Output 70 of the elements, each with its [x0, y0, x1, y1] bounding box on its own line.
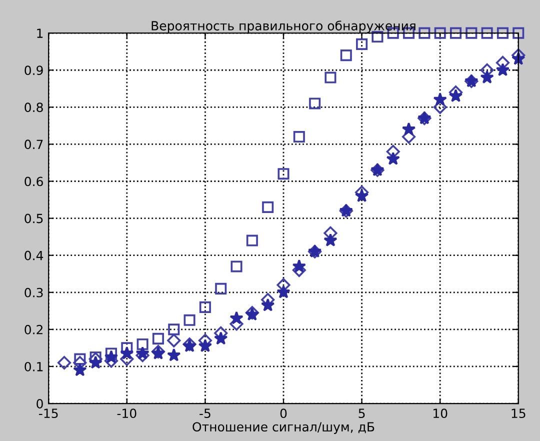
- point: [386, 144, 400, 158]
- point: [215, 282, 227, 294]
- point: [278, 168, 290, 180]
- point: [450, 27, 462, 39]
- y-tick-label: 0.4: [24, 250, 44, 260]
- y-tick-label: 0.5: [24, 214, 43, 224]
- point: [324, 226, 338, 240]
- point: [324, 233, 338, 246]
- point: [214, 332, 228, 345]
- point: [136, 346, 150, 360]
- chart-title: Вероятность правильного обнаружения: [152, 20, 416, 33]
- point: [73, 363, 87, 376]
- x-tick-label: 15: [512, 408, 526, 418]
- point: [260, 298, 275, 312]
- point: [356, 38, 368, 50]
- y-tick-label: 0.2: [24, 324, 42, 334]
- point: [246, 234, 258, 246]
- point: [230, 260, 242, 272]
- x-tick-label: -10: [117, 408, 136, 418]
- point: [57, 356, 72, 370]
- point: [199, 301, 211, 313]
- point: [402, 122, 416, 136]
- point: [324, 72, 336, 84]
- point: [262, 201, 274, 213]
- x-axis-title: Отношение сигнал/шум, дБ: [192, 422, 374, 434]
- y-tick-label: 0.8: [24, 102, 43, 112]
- point: [276, 285, 290, 298]
- point: [386, 152, 400, 165]
- y-tick-label: 0.6: [24, 176, 43, 186]
- point: [309, 98, 321, 110]
- y-tick-label: 1: [37, 28, 43, 38]
- point: [448, 88, 463, 102]
- point: [433, 92, 447, 106]
- point: [136, 338, 148, 350]
- y-tick-label: 0.7: [24, 140, 43, 150]
- point: [418, 27, 430, 39]
- y-tick-label: 0.1: [24, 362, 43, 372]
- point: [167, 348, 181, 362]
- point: [292, 259, 306, 272]
- point: [293, 131, 305, 143]
- point: [354, 188, 369, 202]
- point: [480, 70, 494, 84]
- point: [512, 27, 524, 39]
- y-tick-label: 0: [36, 398, 43, 408]
- point: [496, 62, 510, 76]
- x-tick-label: 0: [280, 408, 287, 418]
- point: [230, 311, 244, 324]
- y-tick-label: 0.9: [24, 66, 43, 76]
- point: [480, 63, 494, 77]
- point: [496, 27, 509, 39]
- point: [152, 332, 164, 344]
- point: [434, 27, 446, 39]
- point: [121, 342, 133, 354]
- point: [466, 27, 478, 39]
- point: [88, 356, 102, 369]
- point: [340, 50, 352, 62]
- point: [168, 324, 180, 336]
- point: [74, 353, 86, 365]
- x-tick-label: 5: [358, 408, 365, 418]
- x-tick-label: -5: [200, 408, 210, 418]
- point: [481, 27, 493, 39]
- point: [198, 338, 212, 352]
- point: [167, 334, 181, 348]
- point: [184, 314, 196, 326]
- y-tick-label: 0.3: [24, 288, 43, 298]
- point: [104, 350, 118, 364]
- x-tick-label: -15: [39, 408, 58, 418]
- point: [120, 346, 134, 360]
- x-tick-label: 10: [434, 408, 448, 418]
- point: [105, 348, 118, 360]
